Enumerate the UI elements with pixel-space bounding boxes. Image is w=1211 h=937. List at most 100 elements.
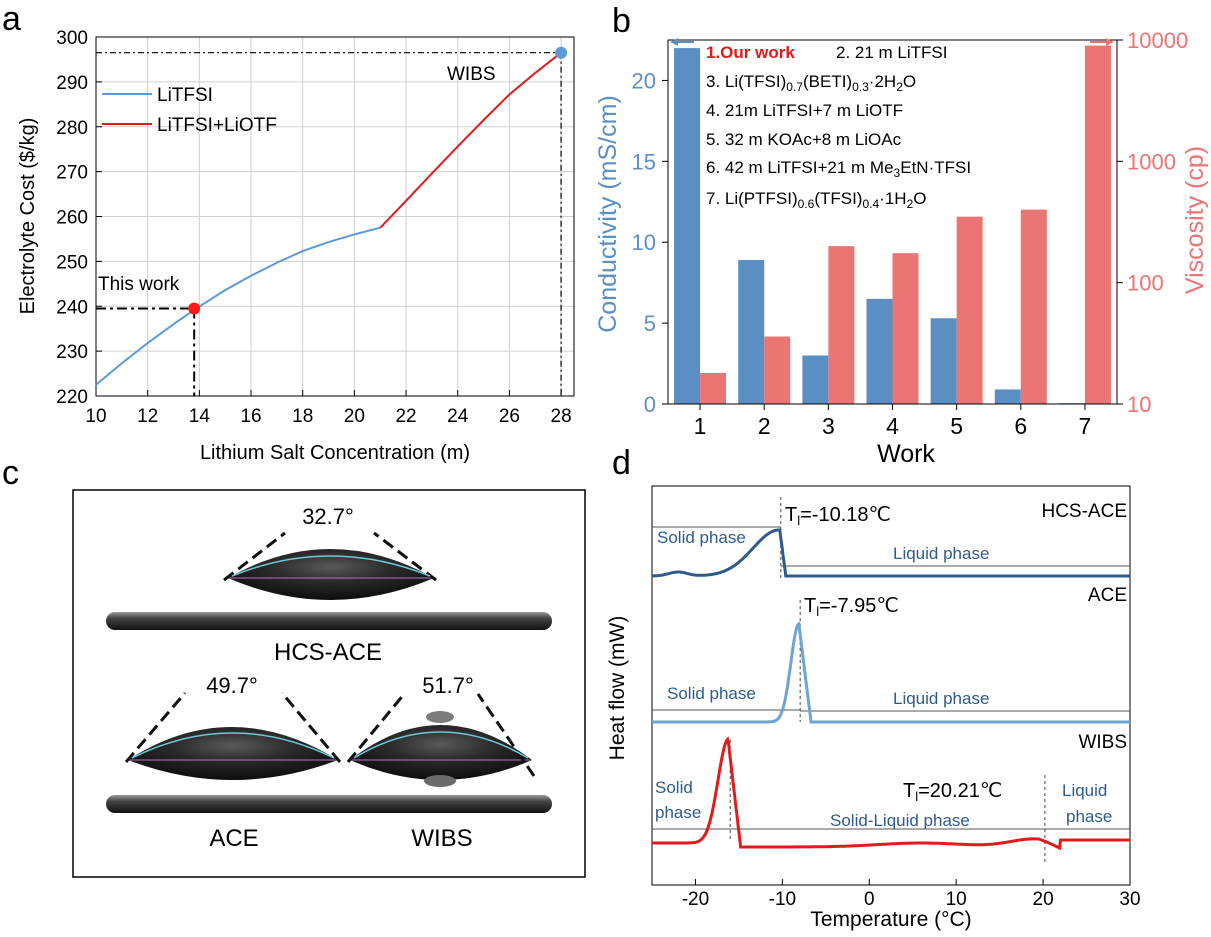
left-y-tick-label: 20 (632, 68, 656, 93)
viscosity-bar (700, 373, 727, 404)
legend-label-litfsi: LiTFSI (157, 85, 213, 106)
legend-work-2: 2. 21 m LiTFSI (836, 43, 947, 62)
conductivity-bar (866, 298, 893, 404)
curve-label-wibs: WIBS (1078, 732, 1127, 753)
right-y-tick-label: 10 (1127, 392, 1151, 417)
x-tick-label: 26 (499, 406, 520, 427)
cost-chart-ticks: 10 12 14 16 18 20 22 24 26 28 220 230 240 250 260 270 28… (56, 28, 571, 427)
viscosity-bar (764, 336, 791, 404)
x-tick-label: 20 (344, 406, 365, 427)
dsc-guides (652, 497, 1130, 865)
bar-chart-xlabel: Work (877, 440, 935, 468)
x-tick-label: 0 (864, 889, 875, 910)
bar-chart-ylabel-left: Conductivity (mS/cm) (594, 95, 622, 333)
y-tick-label: 220 (56, 387, 88, 408)
point-label-this-work: This work (98, 274, 180, 295)
right-y-tick-label: 1000 (1127, 149, 1176, 174)
cost-chart-ylabel: Electrolyte Cost ($/kg) (17, 118, 39, 315)
work-legend: 1.Our work 2. 21 m LiTFSI 3. Li(TFSI)0.7… (706, 43, 971, 211)
category-label: 1 (694, 413, 707, 439)
x-tick-label: 14 (189, 406, 211, 427)
curve-label-ace: ACE (1088, 585, 1127, 606)
dsc-ylabel: Heat flow (mW) (606, 616, 629, 761)
contact-angle-photo: 32.7° 49.7° 51.7° HCS-ACE ACE WIBS (72, 489, 586, 878)
conductivity-bar (738, 260, 765, 404)
transition-label-wibs: Tl=20.21℃ (903, 780, 1002, 804)
right-axis-arrowhead (1106, 38, 1114, 46)
y-tick-label: 240 (56, 297, 88, 318)
viscosity-bar (892, 253, 919, 404)
conductivity-bar (802, 355, 829, 404)
dsc-curves (652, 528, 1130, 851)
left-y-tick-label: 10 (632, 230, 656, 255)
panel-letter-b: b (612, 2, 631, 40)
angle-label-ace: 49.7° (206, 673, 258, 698)
y-tick-label: 230 (56, 342, 88, 363)
dsc-ticks: -20 -10 0 10 20 30 (682, 879, 1141, 910)
curve-wibs (652, 736, 1130, 851)
tangent-lines (124, 531, 536, 777)
conductivity-viscosity-chart: 1 2 3 4 5 6 7 0 5 10 15 20 10 100 1000 10000 Work Condu… (594, 28, 1209, 468)
cost-chart: 10 12 14 16 18 20 22 24 26 28 220 230 240 250 260 270 28… (17, 28, 575, 464)
viscosity-bar (828, 246, 855, 404)
substrate-rod-top (106, 612, 552, 630)
legend-work-4: 4. 21m LiTFSI+7 m LiOTF (706, 101, 903, 120)
this-work-marker (188, 302, 201, 315)
cost-chart-xlabel: Lithium Salt Concentration (m) (200, 442, 470, 464)
y-tick-label: 260 (56, 208, 88, 229)
wibs-liquid-label-2: phase (1066, 807, 1112, 826)
dsc-xlabel: Temperature (°C) (810, 908, 971, 931)
y-tick-label: 250 (56, 252, 88, 273)
viscosity-bar (1084, 45, 1111, 404)
legend-label-litfsi-liotf: LiTFSI+LiOTF (157, 115, 277, 136)
x-tick-label: 16 (240, 406, 261, 427)
series-line (379, 51, 562, 229)
hcs-liquid-phase-label: Liquid phase (893, 544, 989, 563)
x-tick-label: 20 (1033, 889, 1054, 910)
legend-work-1: 1.Our work (706, 43, 795, 62)
wibs-solid-label-1: Solid (655, 778, 693, 797)
panel-letter-c: c (2, 454, 19, 492)
x-tick-label: 30 (1119, 889, 1140, 910)
y-tick-label: 290 (56, 73, 88, 94)
category-label: 4 (886, 413, 899, 439)
wibs-solid-label-2: phase (655, 803, 701, 822)
transition-label-ace: Tl=-7.95℃ (804, 595, 899, 619)
cost-chart-markers (96, 46, 568, 396)
legend-work-5: 5. 32 m KOAc+8 m LiOAc (706, 130, 902, 149)
hcs-solid-phase-label: Solid phase (657, 528, 746, 547)
legend-work-7: 7. Li(PTFSI)0.6(TFSI)0.4·1H2O (706, 189, 926, 211)
bar-chart-ylabel-right: Viscosity (cp) (1181, 146, 1209, 294)
y-tick-label: 300 (56, 28, 88, 49)
left-y-tick-label: 15 (632, 149, 656, 174)
curve-ace (652, 621, 1130, 724)
x-tick-label: 12 (137, 406, 158, 427)
x-tick-label: 10 (85, 406, 106, 427)
conductivity-bar (930, 318, 957, 404)
legend-work-3: 3. Li(TFSI)0.7(BETI)0.3·2H2O (706, 72, 916, 94)
x-tick-label: -20 (682, 889, 709, 910)
right-y-tick-label: 10000 (1127, 28, 1188, 53)
legend-work-6: 6. 42 m LiTFSI+21 m Me3EtN·TFSI (706, 158, 971, 180)
droplet-wibs-reflection (424, 775, 456, 787)
conductivity-bar (994, 389, 1021, 404)
ace-solid-phase-label: Solid phase (667, 684, 756, 703)
category-label: 6 (1014, 413, 1027, 439)
x-tick-label: 24 (447, 406, 469, 427)
wibs-mixed-phase-label: Solid-Liquid phase (830, 811, 970, 830)
bar-series (674, 45, 1111, 404)
point-label-wibs: WIBS (447, 64, 496, 85)
dsc-frame (651, 485, 1131, 886)
x-tick-label: -10 (769, 889, 796, 910)
wibs-marker (555, 46, 568, 59)
transition-label-hcs-ace: Tl=-10.18℃ (785, 504, 891, 528)
sample-label-hcs-ace: HCS-ACE (274, 639, 382, 666)
y-tick-label: 270 (56, 163, 88, 184)
angle-label-wibs: 51.7° (422, 673, 474, 698)
cost-chart-lines (95, 51, 562, 386)
category-label: 3 (822, 413, 835, 439)
tangent-fits (131, 555, 529, 759)
sample-label-wibs: WIBS (411, 825, 472, 852)
ace-liquid-phase-label: Liquid phase (893, 689, 989, 708)
